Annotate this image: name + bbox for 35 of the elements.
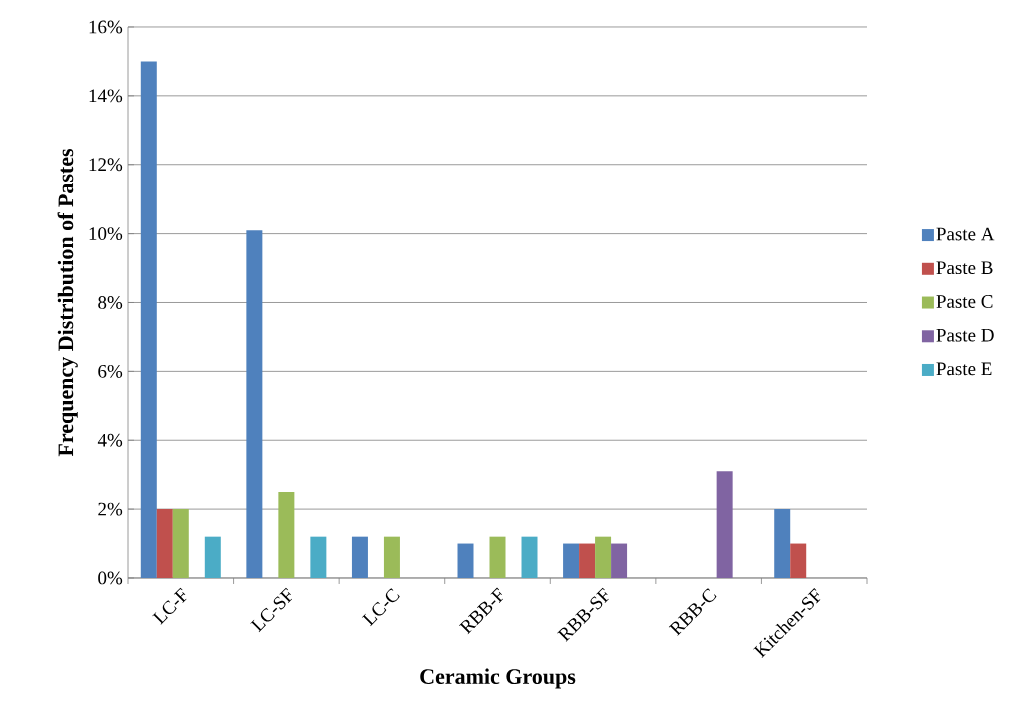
legend-label: Paste B [936, 261, 993, 275]
y-tick-label: 6% [98, 364, 123, 378]
bar [716, 471, 733, 578]
bar [310, 536, 327, 578]
bar [278, 491, 295, 578]
legend-label: Paste C [936, 295, 993, 308]
bar [246, 230, 263, 578]
bar [611, 543, 628, 578]
bar [457, 543, 474, 578]
legend-label: Paste E [936, 362, 992, 376]
x-axis-title: Ceramic Groups [420, 668, 576, 689]
bar [204, 536, 221, 578]
y-axis-title: Frequency Distribution of Pastes [57, 148, 78, 457]
bar [489, 536, 506, 578]
legend-label: Paste D [936, 328, 994, 342]
y-tick-label: 10% [89, 227, 123, 241]
bar [790, 543, 807, 578]
y-tick-label: 0% [98, 571, 123, 585]
bar [579, 543, 596, 578]
y-tick-label: 4% [97, 433, 123, 447]
y-tick-label: 12% [89, 158, 123, 172]
bar [521, 536, 538, 578]
bar [595, 536, 612, 578]
bar [156, 509, 173, 578]
bar [351, 536, 368, 578]
bar [172, 509, 189, 578]
y-tick-label: 2% [98, 502, 123, 516]
bar [140, 61, 157, 578]
legend-label: Paste A [936, 227, 995, 241]
y-tick-label: 14% [89, 89, 123, 103]
bar [383, 536, 400, 578]
bar [774, 509, 791, 578]
bar [563, 543, 580, 578]
y-tick-label: 16% [89, 20, 123, 34]
y-tick-label: 8% [98, 296, 123, 309]
